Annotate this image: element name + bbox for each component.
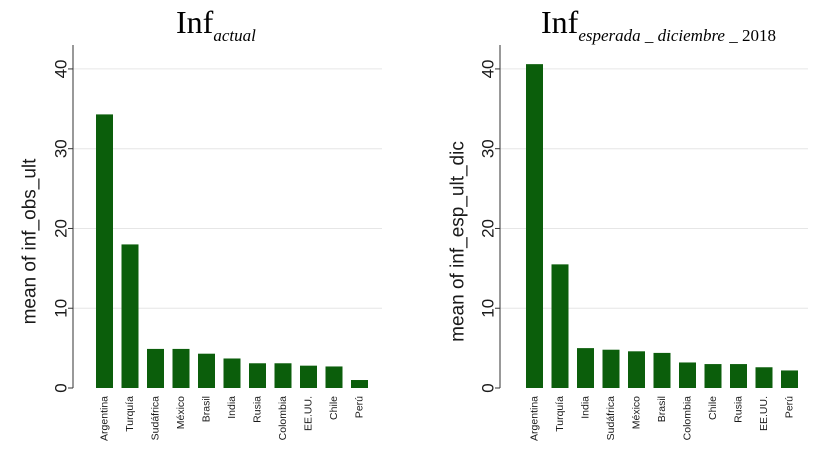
x-tick-label: India (580, 396, 592, 419)
x-tick-label: Chile (707, 396, 719, 420)
x-tick-label: Colombia (277, 396, 289, 441)
bar (653, 352, 671, 388)
y-axis-label: mean of inf_obs_ult (20, 158, 41, 325)
x-tick-label: Perú (354, 396, 366, 418)
chart-1-title-main: Inf (176, 4, 214, 40)
bar (704, 364, 722, 388)
bar (172, 348, 190, 388)
bar (602, 349, 620, 388)
bar (274, 363, 292, 388)
x-tick-label: Turquía (124, 396, 136, 432)
chart-1-title-subscript: actual (213, 26, 256, 45)
chart-2-title: Infesperada _ diciembre _ 2018 (541, 4, 776, 44)
y-tick-label: 40 (479, 59, 498, 78)
bar (755, 367, 773, 388)
chart-2-title-subscript: esperada _ diciembre _ (578, 26, 738, 45)
x-tick-label: Chile (328, 396, 340, 420)
x-tick-label: EE.UU. (758, 396, 770, 431)
bar (223, 358, 241, 388)
bar (325, 366, 343, 388)
y-tick-label: 0 (52, 383, 71, 392)
y-axis-label: mean of inf_esp_ult_dic (448, 141, 469, 342)
chart-1-title: Infactual (176, 4, 256, 44)
chart-2-title-main: Inf (541, 4, 579, 40)
y-tick-label: 40 (52, 59, 71, 78)
x-tick-label: Sudáfrica (150, 396, 162, 441)
x-tick-label: Rusia (252, 396, 264, 423)
bar (96, 114, 113, 388)
x-tick-label: Argentina (529, 396, 541, 441)
y-tick-label: 30 (52, 139, 71, 158)
y-tick-label: 30 (479, 139, 498, 158)
bar (679, 362, 696, 388)
bar (730, 364, 747, 388)
bar (526, 64, 543, 388)
chart-1: 0 10 20 30 40 mean of inf_obs_ult Argentina Tur… (20, 45, 382, 441)
x-tick-label: Sudáfrica (605, 396, 617, 441)
x-tick-label: Argentina (99, 396, 111, 441)
x-tick-label: Rusia (733, 396, 745, 423)
bar (781, 370, 798, 388)
bar (551, 264, 569, 388)
bar (147, 348, 164, 388)
x-tick-label: México (175, 396, 187, 429)
x-tick-label: Perú (784, 396, 796, 418)
y-tick-label: 20 (52, 219, 71, 238)
x-tick-label: México (631, 396, 643, 429)
y-tick-label: 0 (479, 383, 498, 392)
bar (249, 363, 266, 388)
y-tick-label: 20 (479, 219, 498, 238)
x-tick-label: Brasil (201, 396, 213, 422)
x-tick-label: EE.UU. (303, 396, 315, 431)
bar (577, 348, 594, 388)
y-tick-label: 10 (479, 299, 498, 318)
bar (628, 351, 645, 388)
y-tick-label: 10 (52, 299, 71, 318)
bar (198, 353, 215, 388)
bar (351, 380, 368, 388)
x-tick-label: Turquía (554, 396, 566, 432)
x-tick-label: Brasil (656, 396, 668, 422)
x-tick-label: India (226, 396, 238, 419)
bar (121, 244, 139, 388)
bar (300, 365, 317, 388)
chart-2: 0 10 20 30 40 mean of inf_esp_ult_dic Argentin… (448, 45, 808, 441)
chart-2-title-year: 2018 (737, 26, 776, 45)
x-tick-label: Colombia (682, 396, 694, 441)
